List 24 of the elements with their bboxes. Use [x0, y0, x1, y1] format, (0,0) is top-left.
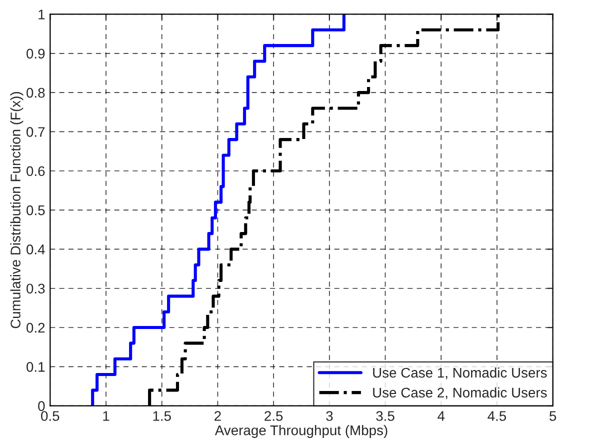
x-tick-label: 4 — [438, 411, 445, 421]
y-tick-label: 0.1 — [26, 362, 45, 372]
y-tick-label: 0.9 — [26, 48, 45, 59]
y-tick-label: 0 — [38, 401, 45, 412]
x-tick-label: 3 — [326, 411, 333, 421]
y-tick-label: 1 — [38, 10, 45, 20]
x-tick-label: 3.5 — [376, 411, 394, 421]
x-tick-label: 4.5 — [488, 411, 506, 421]
x-tick-label: 5 — [550, 411, 556, 421]
y-tick-label: 0.5 — [26, 205, 45, 216]
x-tick-label: 2.5 — [264, 411, 283, 421]
y-tick-label: 0.3 — [26, 284, 45, 294]
x-axis-title: Average Throughput (Mbps) — [214, 425, 388, 438]
y-tick-label: 0.4 — [26, 244, 45, 254]
y-tick-label: 0.2 — [26, 322, 45, 333]
y-tick-label: 0.7 — [26, 127, 45, 137]
y-tick-label: 0.8 — [26, 88, 45, 98]
x-tick-label: 1.5 — [153, 411, 171, 421]
legend-label: Use Case 1, Nomadic Users — [373, 367, 547, 380]
legend-label: Use Case 2, Nomadic Users — [373, 387, 547, 400]
y-tick-label: 0.6 — [26, 166, 45, 176]
x-tick-label: 1 — [103, 411, 110, 421]
x-tick-label: 2 — [214, 411, 221, 421]
y-axis-title: Cumulative Distribution Function (F(x)) — [10, 92, 24, 328]
